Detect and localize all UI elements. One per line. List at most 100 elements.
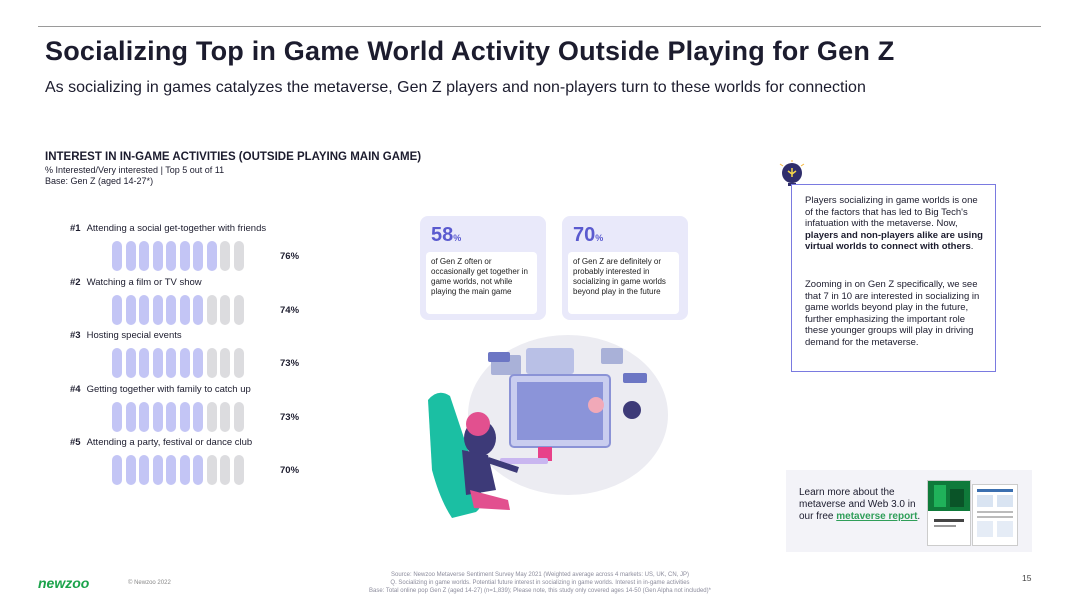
person-icon-filled — [112, 348, 122, 378]
person-icon-filled — [193, 401, 203, 432]
activity-label: #5 Attending a party, festival or dance c… — [70, 437, 252, 448]
category-label: Hosting special events — [86, 330, 182, 341]
rank-label: #1 — [70, 223, 81, 234]
value-label: 73% — [280, 411, 300, 423]
person-icon-filled — [152, 455, 163, 485]
rank-label: #2 — [70, 276, 81, 288]
person-icon-empty — [206, 401, 217, 432]
person-icon-filled — [193, 241, 203, 271]
person-icon-empty — [233, 241, 244, 271]
person-icon-filled — [193, 455, 203, 485]
person-icon-filled — [152, 401, 163, 432]
person-icon-filled — [112, 401, 122, 432]
person-icon-filled — [193, 348, 203, 378]
person-icon-filled — [125, 294, 136, 325]
pictogram-row — [112, 455, 252, 485]
value-label: 74% — [280, 304, 300, 316]
stat-text: of Gen Z often or occasionally get toget… — [431, 257, 528, 296]
person-icon-filled — [166, 294, 176, 325]
copyright: © Newzoo 2022 — [128, 580, 171, 586]
chart-heading: INTEREST IN IN-GAME ACTIVITIES (OUTSIDE … — [45, 151, 422, 163]
chart-meta-line1: % Interested/Very interested | Top 5 out… — [45, 165, 225, 175]
rank-label: #5 — [70, 437, 81, 448]
source-line-1: Source: Newzoo Metaverse Sentiment Surve… — [390, 572, 689, 578]
stat-text-box: of Gen Z are definitely or probably inte… — [568, 252, 679, 314]
stat-number: 58% — [431, 224, 462, 246]
person-icon-empty — [233, 455, 244, 485]
person-icon-filled — [125, 348, 136, 378]
chart-meta-line2: Base: Gen Z (aged 14-27*) — [45, 176, 154, 186]
category-label: Attending a social get-together with fri… — [86, 223, 267, 234]
category-label: Attending a party, festival or dance clu… — [86, 437, 253, 448]
person-icon-empty — [206, 348, 217, 378]
person-icon-filled — [166, 348, 176, 378]
person-icon-filled — [139, 401, 149, 432]
person-icon-empty — [220, 455, 230, 485]
person-icon-filled — [152, 241, 163, 271]
person-icon-filled — [179, 455, 190, 485]
person-icon-filled — [166, 455, 176, 485]
newzoo-logo: newzoo — [38, 575, 90, 591]
person-icon-filled — [112, 294, 122, 325]
person-icon-filled — [125, 241, 136, 271]
rank-label: #4 — [70, 383, 81, 395]
slide-subtitle: As socializing in games catalyzes the me… — [45, 79, 866, 96]
person-icon-filled — [206, 241, 217, 271]
activity-label: #1 Attending a social get-together with f… — [70, 223, 266, 234]
activity-label: #4 Getting together with family to catch … — [70, 384, 251, 395]
person-icon-filled — [152, 294, 163, 325]
person-icon-empty — [233, 348, 244, 378]
person-icon-filled — [139, 241, 149, 271]
person-icon-empty — [220, 294, 230, 325]
insight-box: Players socializing in game worlds is on… — [791, 184, 996, 372]
person-icon-filled — [139, 455, 149, 485]
source-line-2: Q. Socializing in game worlds. Potential… — [390, 580, 690, 586]
report-page-thumbnail — [972, 484, 1018, 546]
person-icon-filled — [166, 241, 176, 271]
person-icon-filled — [112, 455, 122, 485]
person-icon-filled — [139, 294, 149, 325]
stat-text-box: of Gen Z often or occasionally get toget… — [426, 252, 537, 314]
value-label: 70% — [280, 465, 300, 476]
report-promo[interactable]: Learn more about the metaverse and Web 3… — [786, 470, 1032, 552]
slide-title: Socializing Top in Game World Activity O… — [45, 36, 895, 66]
source-line-3: Base: Total online pop Gen Z (aged 14-27… — [369, 588, 711, 594]
stat-text: of Gen Z are definitely or probably inte… — [573, 257, 666, 296]
promo-text: Learn more about the metaverse and Web 3… — [799, 487, 921, 522]
category-label: Watching a film or TV show — [86, 276, 202, 288]
person-icon-empty — [220, 401, 230, 432]
category-label: Getting together with family to catch up — [86, 383, 251, 395]
person-icon-filled — [139, 348, 149, 378]
stat-number: 70% — [573, 224, 604, 246]
metaverse-report-link[interactable]: metaverse report — [836, 511, 918, 522]
person-icon-filled — [193, 294, 203, 325]
person-icon-empty — [206, 294, 217, 325]
person-icon-filled — [125, 401, 136, 432]
person-icon-filled — [125, 455, 136, 485]
pictogram-row — [112, 401, 252, 432]
insight-paragraph-1: Players socializing in game worlds is on… — [805, 195, 983, 253]
person-icon-filled — [166, 401, 176, 432]
person-icon-filled — [112, 241, 122, 271]
source-note: Source: Newzoo Metaverse Sentiment Surve… — [300, 571, 780, 595]
chart-meta: % Interested/Very interested | Top 5 out… — [45, 165, 224, 187]
activity-label: #2 Watching a film or TV show — [70, 277, 202, 288]
gamer-illustration — [428, 335, 668, 518]
person-icon-filled — [179, 348, 190, 378]
person-icon-filled — [179, 294, 190, 325]
insight-paragraph-2: Zooming in on Gen Z specifically, we see… — [805, 279, 980, 348]
person-icon-empty — [233, 401, 244, 432]
pictogram-row — [112, 294, 252, 325]
person-icon-empty — [220, 348, 230, 378]
person-icon-filled — [179, 401, 190, 432]
person-icon-empty — [206, 455, 217, 485]
stat-card-58: 58% of Gen Z often or occasionally get t… — [420, 216, 546, 320]
rank-label: #3 — [70, 330, 81, 341]
person-icon-empty — [220, 241, 230, 271]
value-label: 76% — [280, 251, 300, 262]
person-icon-empty — [233, 294, 244, 325]
top-divider — [38, 26, 1041, 27]
activity-label: #3 Hosting special events — [70, 330, 182, 341]
report-cover-thumbnail[interactable] — [927, 480, 971, 546]
pictogram-row — [112, 241, 252, 271]
